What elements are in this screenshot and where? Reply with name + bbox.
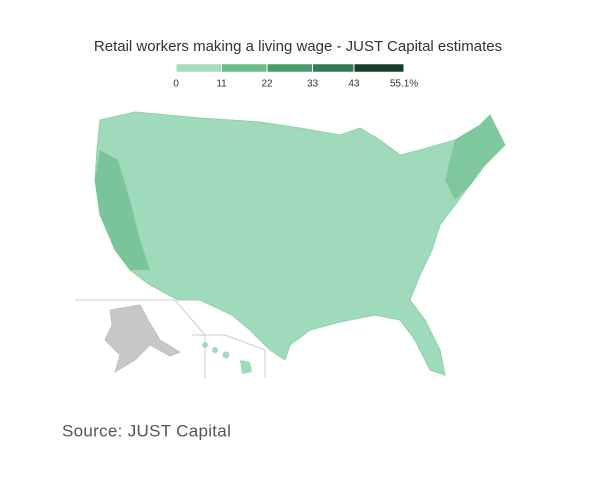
map-title: Retail workers making a living wage - JU… [94, 38, 502, 55]
legend-swatch [312, 63, 355, 73]
legend-tick-label: 43 [348, 79, 360, 90]
legend-tick-label: 22 [261, 79, 273, 90]
legend-tick-label: 0 [173, 79, 179, 90]
hawaii-island [212, 347, 218, 353]
northeast-band [445, 115, 505, 200]
hawaii [202, 342, 252, 374]
legend: 0 11 22 33 43 55.1% [173, 63, 418, 90]
legend-swatch [175, 63, 222, 73]
hawaii-island [222, 351, 230, 359]
legend-tick-label: 55.1% [390, 79, 418, 90]
hawaii-inset-border [192, 334, 266, 378]
west-coast-band [95, 150, 150, 270]
alaska [104, 304, 181, 373]
contiguous-us [94, 111, 506, 376]
legend-swatch [266, 63, 313, 73]
hawaii-island [240, 360, 252, 374]
us-map [75, 111, 506, 378]
legend-tick-label: 11 [216, 79, 227, 90]
source-note: Source: JUST Capital [62, 421, 231, 440]
legend-tick-label: 33 [307, 79, 319, 90]
alaska-inset-border [75, 299, 206, 378]
legend-swatch [221, 63, 268, 73]
hawaii-island [202, 342, 208, 348]
legend-swatch [353, 63, 405, 73]
